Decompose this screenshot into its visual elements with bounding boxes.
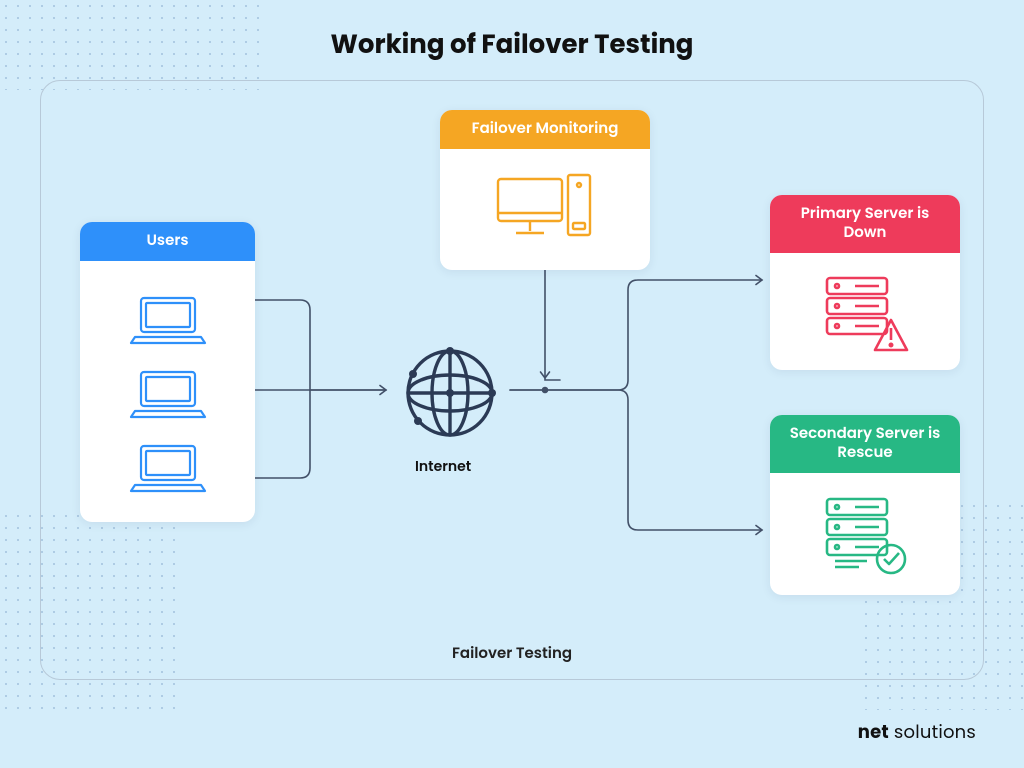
monitor-icon (490, 169, 600, 249)
internet-label: Internet (415, 456, 471, 477)
brand-bold: net (858, 720, 889, 745)
laptop-icon (129, 293, 207, 347)
secondary-card-body (770, 473, 960, 596)
monitoring-card-body (440, 149, 650, 269)
monitoring-card: Failover Monitoring (440, 110, 650, 270)
users-card: Users (80, 222, 255, 522)
secondary-card-header: Secondary Server is Rescue (770, 415, 960, 473)
monitoring-card-header: Failover Monitoring (440, 110, 650, 149)
server-ok-icon (817, 493, 913, 579)
users-card-header: Users (80, 222, 255, 261)
brand-logo: net solutions (858, 719, 976, 746)
secondary-card: Secondary Server is Rescue (770, 415, 960, 595)
page-title: Working of Failover Testing (0, 26, 1024, 65)
laptop-icon (129, 441, 207, 495)
internet-icon (395, 338, 505, 448)
brand-regular: solutions (889, 720, 976, 745)
laptop-icon (129, 367, 207, 421)
primary-card-body (770, 253, 960, 371)
primary-card-header: Primary Server is Down (770, 195, 960, 253)
primary-card: Primary Server is Down (770, 195, 960, 370)
users-card-body (80, 261, 255, 521)
server-down-icon (817, 272, 913, 356)
frame-caption: Failover Testing (41, 642, 983, 665)
